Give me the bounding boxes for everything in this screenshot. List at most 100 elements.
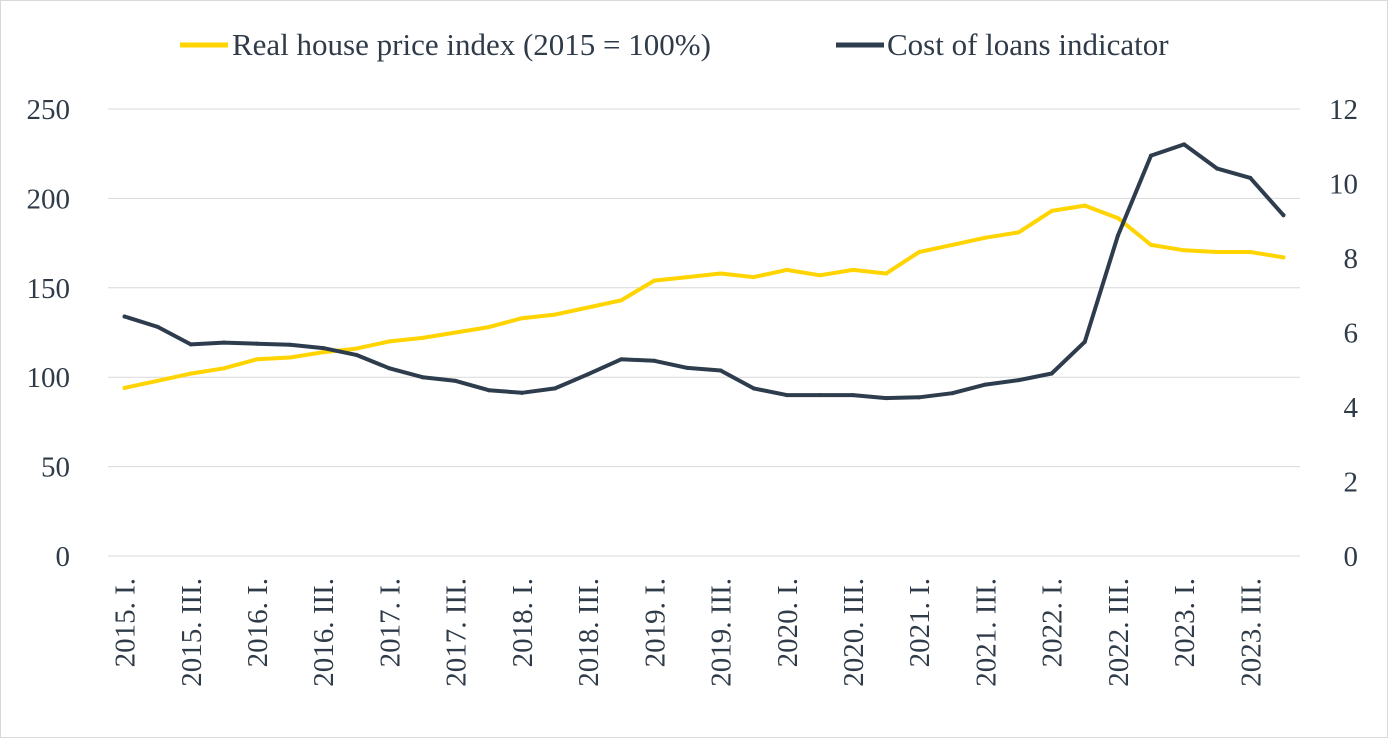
x-axis-tick-label: 2021. III.	[970, 578, 1002, 687]
data-point-0	[586, 305, 591, 310]
right-axis-tick-label: 6	[1344, 318, 1359, 350]
data-point-0	[983, 235, 988, 240]
data-point-1	[586, 372, 591, 377]
left-axis-tick-label: 150	[27, 273, 71, 305]
data-point-0	[553, 312, 557, 317]
data-point-1	[354, 352, 359, 357]
left-axis-tick-label: 0	[56, 541, 71, 573]
right-axis-tick-label: 10	[1329, 169, 1358, 201]
x-axis-tick-label: 2019. III.	[706, 578, 738, 687]
data-point-1	[255, 341, 259, 346]
data-point-1	[817, 393, 822, 398]
legend: Real house price index (2015 = 100%) Cos…	[180, 27, 1169, 62]
x-axis-tick-label: 2016. I.	[242, 578, 274, 667]
data-point-1	[453, 378, 458, 383]
data-point-1	[321, 346, 326, 351]
data-point-1	[652, 358, 657, 363]
x-axis-tick-label: 2018. III.	[573, 578, 605, 687]
data-point-0	[221, 366, 226, 371]
data-point-0	[718, 271, 723, 276]
data-point-1	[685, 365, 690, 370]
data-point-1	[751, 386, 756, 391]
x-axis-tick-label: 2017. I.	[374, 578, 406, 667]
series-lines	[122, 142, 1286, 401]
x-axis-tick-label: 2016. III.	[308, 578, 340, 687]
data-point-0	[817, 273, 822, 278]
data-point-0	[453, 330, 458, 335]
data-point-1	[1115, 233, 1120, 238]
data-point-0	[486, 325, 491, 330]
data-point-0	[1182, 248, 1187, 253]
data-point-0	[354, 346, 359, 351]
data-point-1	[718, 368, 723, 373]
data-point-0	[420, 335, 425, 340]
data-point-1	[519, 390, 524, 395]
data-point-1	[387, 366, 392, 371]
data-point-1	[1049, 371, 1054, 376]
series-line-0	[122, 203, 1286, 390]
legend-label-cost-of-loans: Cost of loans indicator	[887, 27, 1169, 62]
data-point-1	[221, 340, 226, 345]
data-point-1	[420, 375, 425, 380]
data-point-1	[1248, 175, 1253, 180]
data-point-1	[122, 314, 127, 319]
data-point-1	[784, 393, 789, 398]
right-axis-tick-label: 8	[1344, 243, 1359, 275]
data-point-0	[1049, 208, 1054, 213]
right-axis-tick-label: 0	[1344, 541, 1359, 573]
data-point-0	[1281, 255, 1286, 260]
data-point-1	[917, 395, 922, 400]
data-point-1	[288, 342, 293, 347]
x-axis-tick-label: 2023. I.	[1169, 578, 1201, 667]
data-point-1	[155, 324, 160, 329]
data-point-1	[1215, 166, 1220, 171]
x-axis-tick-label: 2020. I.	[772, 578, 804, 667]
right-axis-tick-label: 12	[1329, 94, 1358, 126]
data-point-0	[619, 298, 624, 303]
data-point-0	[1082, 203, 1087, 208]
data-point-0	[519, 316, 524, 321]
data-point-0	[851, 267, 855, 272]
data-point-1	[553, 386, 557, 391]
data-point-1	[486, 388, 491, 393]
right-axis-tick-label: 2	[1344, 467, 1359, 499]
data-point-0	[1016, 230, 1021, 235]
data-point-0	[288, 355, 293, 360]
data-point-0	[1215, 250, 1220, 255]
x-axis-tick-label: 2018. I.	[507, 578, 539, 667]
left-axis-tick-label: 200	[27, 183, 71, 215]
data-point-0	[784, 267, 789, 272]
data-point-0	[950, 242, 955, 247]
x-axis-tick-label: 2021. I.	[904, 578, 936, 667]
left-axis-tick-label: 250	[27, 94, 71, 126]
data-point-0	[387, 339, 392, 344]
x-axis-tick-label: 2022. III.	[1103, 578, 1135, 687]
data-point-0	[917, 250, 922, 255]
gridlines	[108, 108, 1300, 557]
data-point-0	[751, 275, 756, 280]
data-point-1	[1149, 153, 1153, 158]
legend-label-house-price: Real house price index (2015 = 100%)	[232, 27, 711, 62]
data-point-1	[1082, 339, 1087, 344]
data-point-0	[255, 357, 259, 362]
data-point-0	[188, 371, 193, 376]
x-axis-tick-label: 2023. III.	[1235, 578, 1267, 687]
series-line-1	[122, 142, 1286, 401]
data-point-0	[1248, 250, 1253, 255]
data-point-1	[1281, 213, 1286, 218]
x-axis-tick-label: 2020. III.	[838, 578, 870, 687]
right-axis-tick-label: 4	[1344, 392, 1359, 424]
data-point-0	[155, 378, 160, 383]
data-point-0	[321, 350, 326, 355]
left-axis-tick-label: 100	[27, 362, 71, 394]
data-point-1	[851, 393, 855, 398]
data-point-0	[685, 275, 690, 280]
data-point-0	[1115, 216, 1120, 221]
x-axis-tick-label: 2015. I.	[110, 578, 142, 667]
x-axis-tick-label: 2022. I.	[1037, 578, 1069, 667]
data-point-0	[1149, 242, 1153, 247]
x-axis-tick-label: 2017. III.	[441, 578, 473, 687]
data-point-1	[950, 391, 955, 396]
left-axis-tick-label: 50	[41, 452, 70, 484]
